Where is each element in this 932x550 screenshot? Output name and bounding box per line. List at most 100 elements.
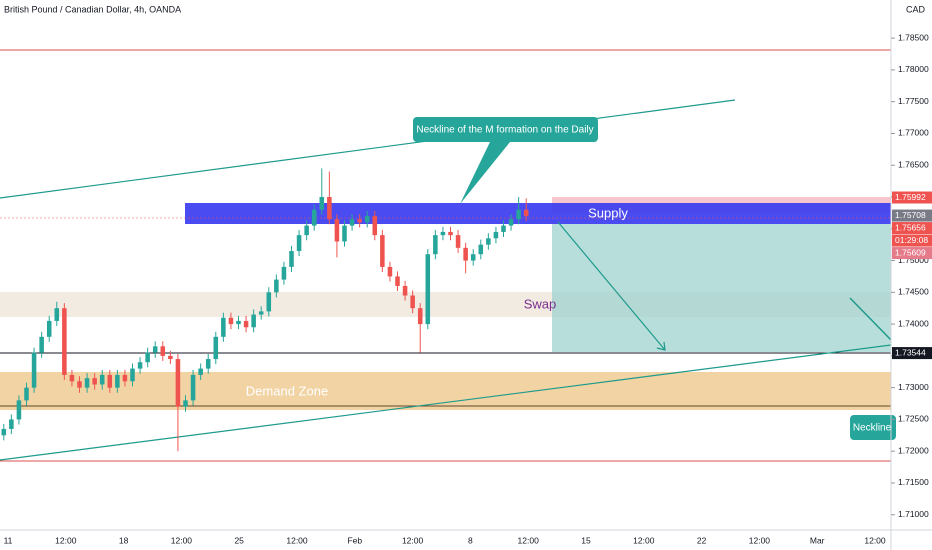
candle-body — [122, 374, 128, 382]
x-tick-label: 12:00 — [633, 535, 655, 545]
demand-label: Demand Zone — [246, 383, 328, 398]
candle-body — [1, 428, 7, 436]
candle-body — [387, 266, 393, 277]
candle-body — [115, 374, 120, 388]
x-tick-label: Feb — [347, 535, 362, 545]
price-tag-label: 1.75708 — [895, 210, 926, 220]
candle-body — [327, 197, 332, 220]
candle-body — [463, 247, 468, 261]
x-tick-label: 22 — [697, 535, 707, 545]
candle-body — [54, 308, 60, 321]
candle-body — [342, 225, 347, 242]
callout-pointer — [460, 142, 510, 204]
candle-body — [183, 400, 188, 407]
candle-body — [311, 209, 317, 226]
supply-zone — [185, 203, 891, 224]
y-tick-label: 1.78000 — [898, 64, 929, 74]
x-tick-label: 12:00 — [286, 535, 308, 545]
candle-body — [486, 238, 491, 245]
price-tag-label: 1.75656 — [895, 222, 926, 232]
supply-label: Supply — [588, 205, 628, 220]
price-tag — [892, 347, 932, 360]
candle-body — [516, 209, 521, 220]
candle-body — [281, 266, 287, 280]
candle-body — [92, 378, 97, 385]
y-tick-label: 1.78500 — [898, 32, 929, 42]
x-tick-label: 12:00 — [55, 535, 77, 545]
x-tick-label: 18 — [119, 535, 129, 545]
candle-body — [357, 219, 362, 223]
candle-body — [448, 231, 453, 236]
price-tag — [892, 191, 932, 204]
candle-body — [205, 359, 211, 369]
chart-title: British Pound / Canadian Dollar, 4h, OAN… — [4, 4, 181, 14]
callout-text: Neckline of the M formation on the Daily — [416, 125, 593, 136]
y-tick-label: 1.74500 — [898, 287, 929, 297]
candle-body — [440, 231, 446, 236]
candle-body — [508, 219, 514, 226]
candle-body — [523, 209, 529, 217]
candle-body — [402, 285, 408, 296]
callout-box — [413, 117, 598, 142]
candle-body — [221, 317, 226, 337]
neckline-label: Neckline — [853, 423, 892, 434]
x-tick-label: 25 — [234, 535, 244, 545]
candle-body — [168, 355, 173, 360]
candle-body — [145, 352, 150, 363]
candle-body — [236, 320, 241, 325]
y-tick-label: 1.76500 — [898, 159, 929, 169]
candle-body — [364, 216, 370, 223]
x-tick-label: 12:00 — [749, 535, 771, 545]
candle-body — [243, 320, 249, 328]
price-tag — [892, 222, 932, 235]
candle-body — [77, 381, 82, 388]
candle-body — [266, 292, 272, 312]
candle-body — [198, 368, 203, 375]
candle-body — [46, 320, 52, 337]
neckline-box — [850, 415, 896, 440]
trend-line — [0, 99, 736, 199]
countdown-tag — [892, 234, 932, 247]
candle-body — [296, 235, 302, 252]
candle-body — [39, 336, 44, 353]
y-tick-label: 1.74000 — [898, 318, 929, 328]
candle-body — [380, 235, 385, 267]
candle-body — [349, 219, 355, 226]
trend-line — [849, 297, 892, 341]
currency: CAD — [906, 4, 926, 14]
candle-body — [470, 254, 476, 261]
y-tick-label: 1.71000 — [898, 509, 929, 519]
arrow-head — [656, 341, 666, 351]
x-tick-label: 15 — [581, 535, 591, 545]
y-tick-label: 1.71500 — [898, 477, 929, 487]
candle-body — [395, 276, 400, 286]
candle-body — [190, 374, 196, 401]
candle-body — [213, 336, 219, 360]
candle-body — [410, 295, 415, 309]
x-tick-label: 12:00 — [864, 535, 886, 545]
candle-body — [160, 346, 166, 356]
candle-body — [417, 308, 423, 325]
price-tag-label: 1.73544 — [895, 347, 926, 357]
y-tick-label: 1.75000 — [898, 255, 929, 265]
price-tag — [892, 209, 932, 222]
price-tag — [892, 247, 932, 260]
candle-body — [152, 346, 158, 353]
demand-zone — [0, 372, 891, 410]
trend-line — [0, 344, 892, 461]
candle-body — [16, 400, 22, 420]
candle-body — [84, 378, 90, 388]
candle-body — [501, 225, 506, 232]
candle-body — [107, 374, 113, 388]
x-tick-label: 12:00 — [171, 535, 193, 545]
y-tick-label: 1.77000 — [898, 128, 929, 138]
candle-body — [258, 311, 264, 315]
swap-label: Swap — [524, 296, 557, 311]
candle-body — [130, 368, 135, 382]
x-tick-label: 11 — [4, 535, 13, 545]
candle-body — [478, 244, 484, 255]
candle-body — [493, 231, 499, 239]
y-tick-label: 1.72500 — [898, 414, 929, 424]
candle-body — [425, 254, 431, 325]
